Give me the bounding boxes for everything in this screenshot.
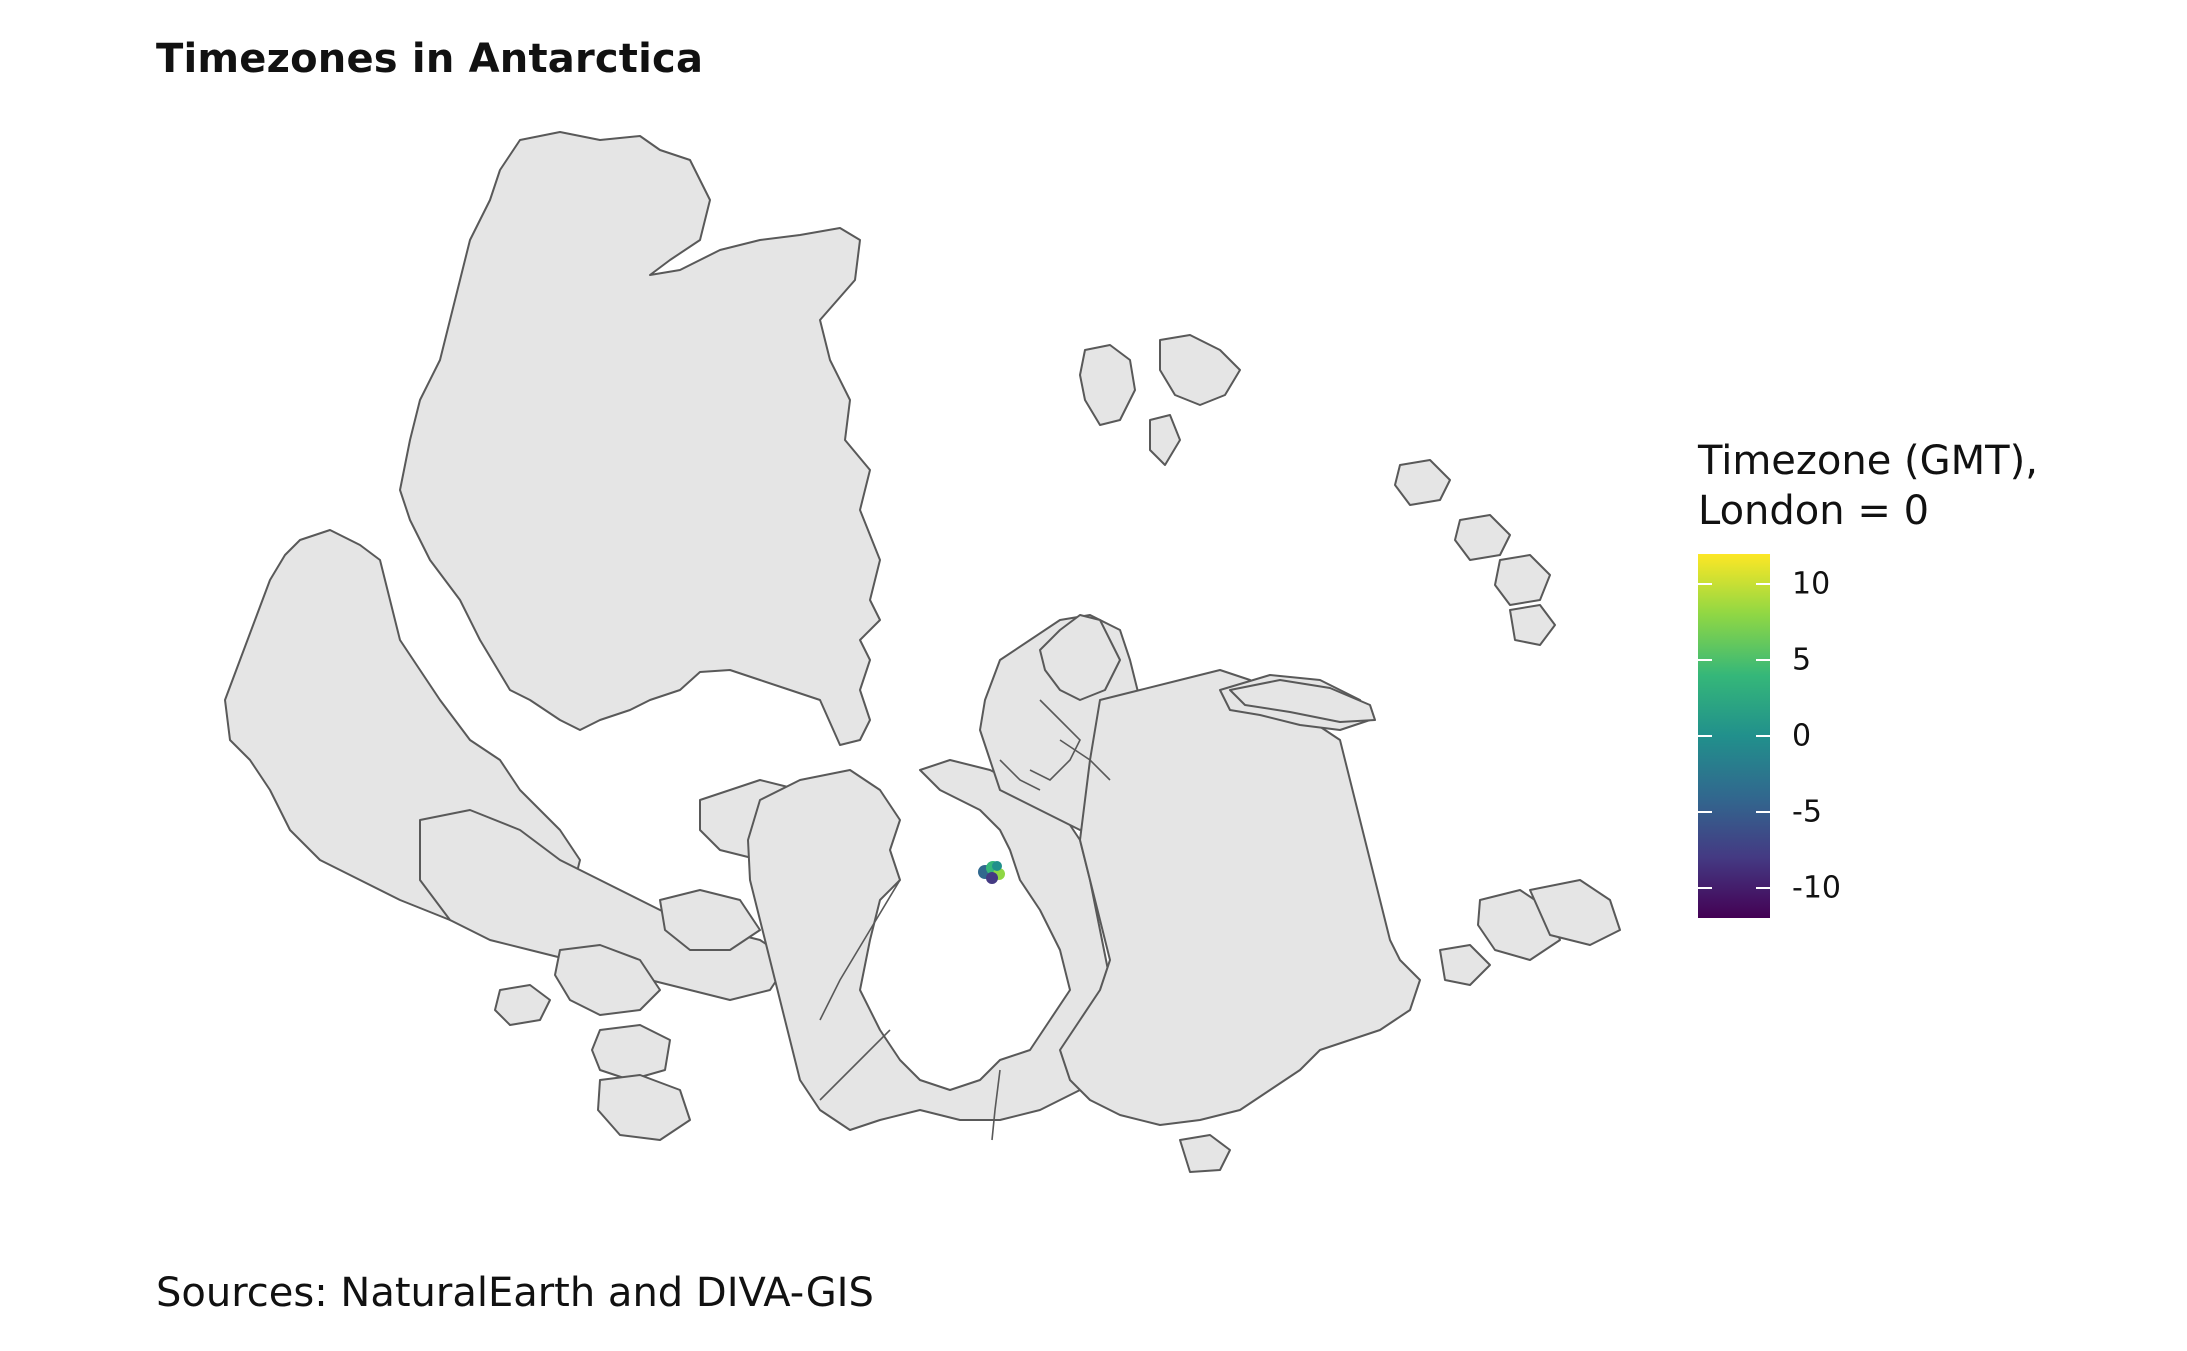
island-north-2 <box>1159 334 1241 406</box>
legend-tick-mark <box>1756 583 1770 586</box>
source-caption: Sources: NaturalEarth and DIVA-GIS <box>156 1270 874 1316</box>
island-east-long <box>1229 679 1376 723</box>
legend-tick-mark <box>1698 583 1712 586</box>
legend-tick-mark <box>1756 886 1770 889</box>
island-far-east-3 <box>1439 944 1491 986</box>
legend-tick-label: 10 <box>1792 566 1831 602</box>
island-cluster-1 <box>554 944 661 1016</box>
island-ne-4 <box>1509 604 1556 646</box>
border-line-3 <box>991 1069 1001 1141</box>
border-line-2 <box>819 1029 891 1101</box>
landmass-scandinavia <box>1039 614 1121 701</box>
border-line-6 <box>999 759 1041 791</box>
island-ne-1 <box>1394 459 1451 506</box>
border-line-1 <box>819 879 901 1021</box>
island-north-3 <box>1149 414 1181 466</box>
island-far-east-2 <box>1529 879 1621 946</box>
chart-title: Timezones in Antarctica <box>156 36 704 82</box>
timezone-marker-cluster <box>978 861 1005 884</box>
island-ne-3 <box>1494 554 1551 606</box>
island-cluster-5 <box>659 889 761 951</box>
legend-tick-mark <box>1756 735 1770 737</box>
island-cluster-2 <box>591 1024 671 1081</box>
legend-tick-label: 5 <box>1792 642 1812 678</box>
timezone-marker <box>992 861 1002 871</box>
island-cluster-6 <box>597 1074 691 1141</box>
legend-tick-label: 0 <box>1792 718 1812 754</box>
timezone-marker <box>986 872 998 884</box>
landmass-west-lower <box>419 809 791 1001</box>
legend-tick-mark <box>1698 659 1712 662</box>
legend-tick-mark <box>1698 735 1712 737</box>
legend-tick-mark <box>1756 810 1770 813</box>
island-ne-2 <box>1454 514 1511 561</box>
legend-tick-mark <box>1756 659 1770 662</box>
landmass-east <box>1059 669 1421 1126</box>
island-cluster-3 <box>494 984 551 1026</box>
legend-tick-label: -5 <box>1792 794 1822 830</box>
legend-tick-mark <box>1698 886 1712 889</box>
island-north-1 <box>1079 344 1136 426</box>
landmass-central <box>747 759 1121 1131</box>
island-south-1 <box>1179 1134 1231 1173</box>
legend-title: Timezone (GMT), London = 0 <box>1698 438 2038 534</box>
legend: Timezone (GMT), London = 0 10 5 0 -5 -10 <box>1698 436 2118 956</box>
border-line-5 <box>1059 739 1111 781</box>
landmass-greenland <box>399 131 881 746</box>
legend-tick-mark <box>1698 810 1712 813</box>
legend-tick-label: -10 <box>1792 870 1841 906</box>
